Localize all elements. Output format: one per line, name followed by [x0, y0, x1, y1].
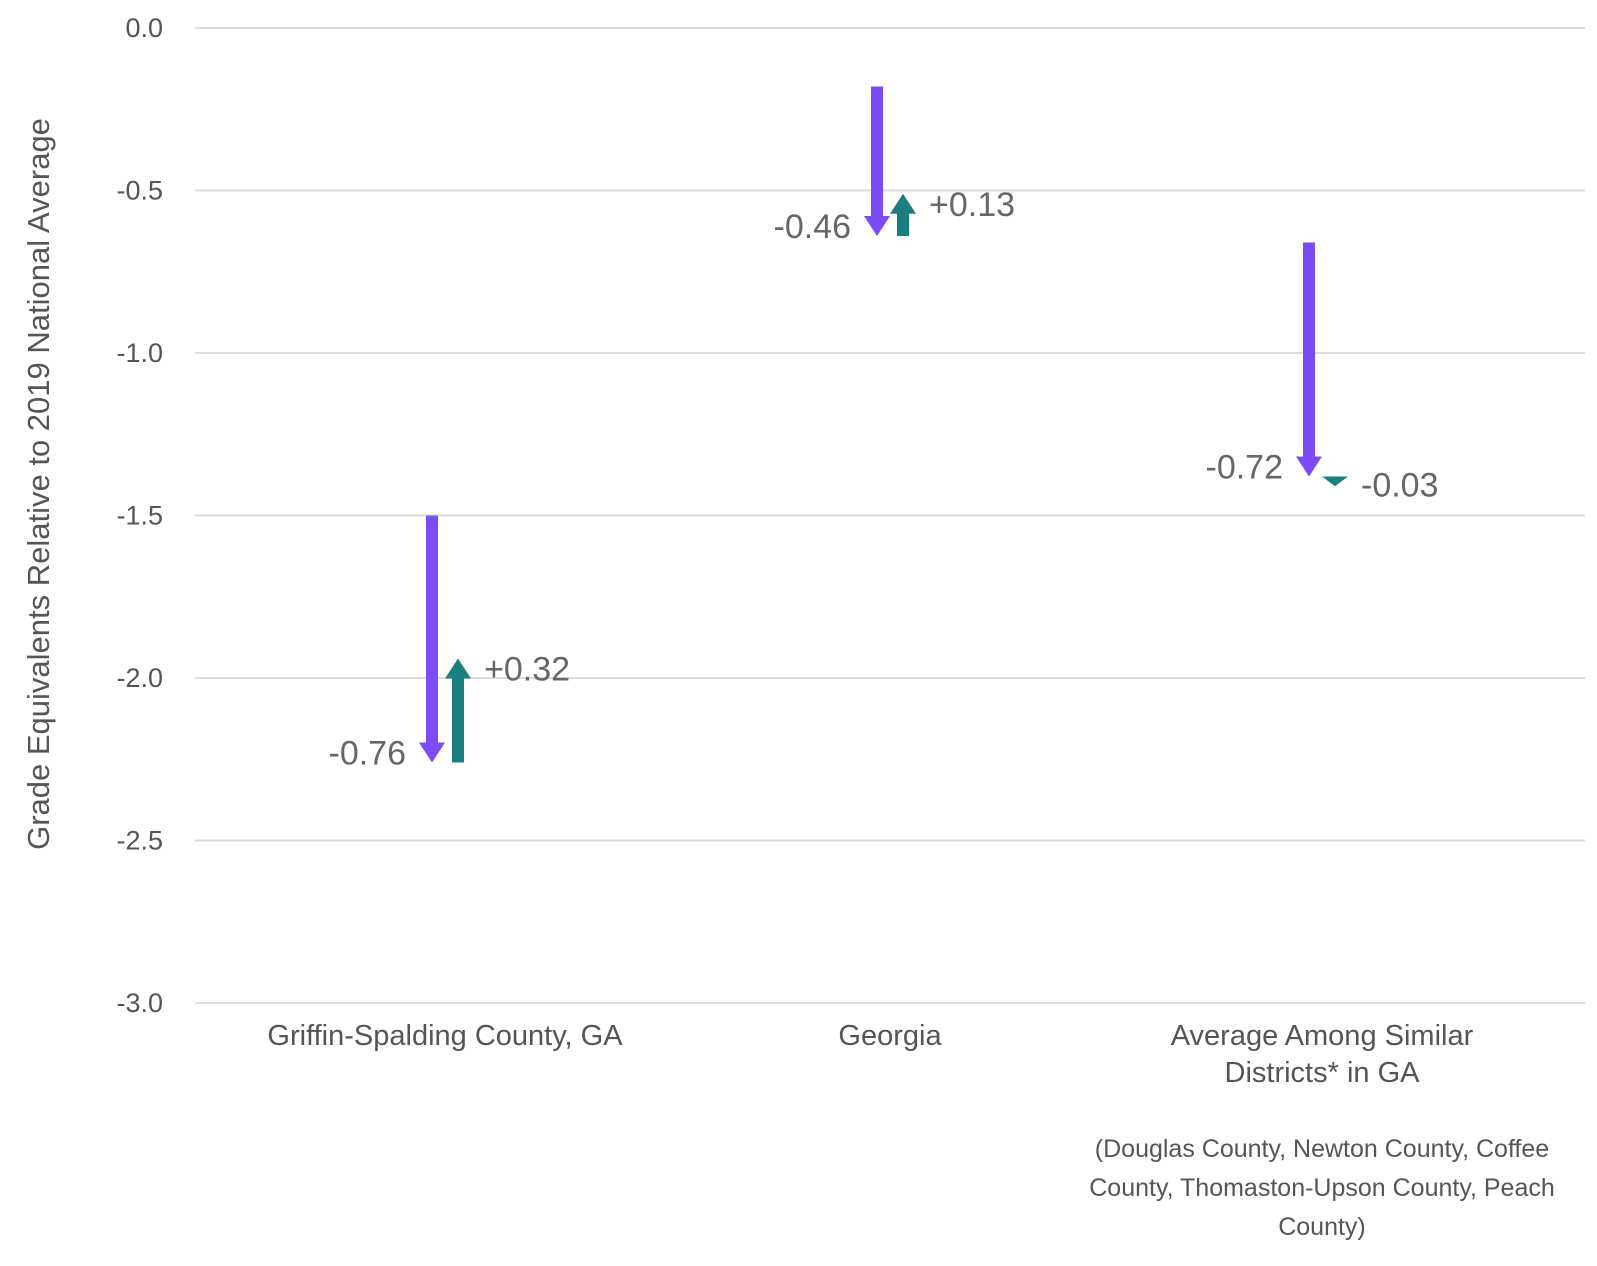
data-label: -0.76 — [329, 735, 407, 773]
y-tick-label: -2.0 — [116, 663, 163, 693]
x-category-label: Griffin-Spalding County, GA — [267, 1020, 623, 1052]
data-label: +0.32 — [484, 651, 570, 689]
footnote-line: (Douglas County, Newton County, Coffee — [1095, 1135, 1549, 1163]
data-label: -0.72 — [1206, 449, 1284, 487]
footnote-line: County) — [1278, 1213, 1366, 1241]
footnote-line: County, Thomaston-Upson County, Peach — [1089, 1174, 1555, 1202]
arrow-mark — [1296, 242, 1322, 477]
arrow-mark — [890, 193, 916, 236]
y-axis-label: Grade Equivalents Relative to 2019 Natio… — [21, 118, 56, 850]
arrow-mark — [1322, 476, 1348, 487]
x-category-label: Districts* in GA — [1225, 1057, 1421, 1089]
y-tick-label: -1.5 — [116, 501, 163, 531]
data-label: -0.03 — [1361, 467, 1439, 505]
arrow-mark — [864, 86, 890, 236]
arrow-mark — [445, 658, 471, 763]
y-tick-label: 0.0 — [125, 13, 163, 43]
data-label: +0.13 — [929, 186, 1015, 224]
arrow-mark — [419, 515, 445, 763]
y-tick-label: -1.0 — [116, 338, 163, 368]
y-tick-label: -3.0 — [116, 988, 163, 1018]
y-tick-label: -2.5 — [116, 826, 163, 856]
data-label: -0.46 — [774, 208, 852, 246]
x-category-label: Georgia — [838, 1020, 942, 1052]
y-tick-label: -0.5 — [116, 176, 163, 206]
x-category-label: Average Among Similar — [1171, 1020, 1474, 1052]
